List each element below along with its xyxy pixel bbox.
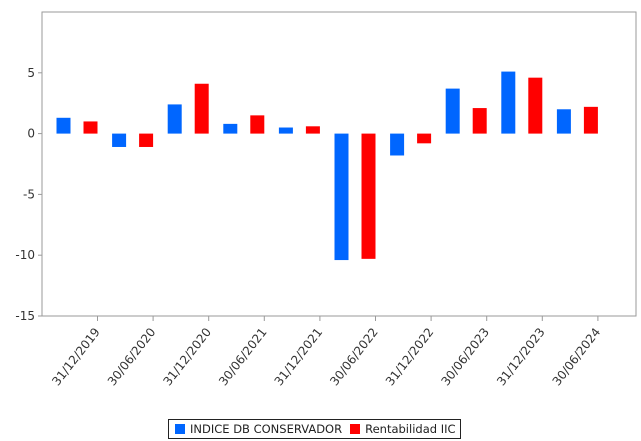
bar-series-1-30-06-2021 — [223, 123, 238, 134]
x-tick-label: 30/06/2024 — [550, 325, 604, 388]
bar-series-2-31-12-2023 — [528, 77, 543, 134]
bar-series-2-30-06-2022 — [361, 133, 376, 259]
bar-series-2-31-12-2020 — [194, 83, 209, 134]
x-tick-label: 30/06/2021 — [216, 325, 270, 388]
bar-series-2-30-06-2020 — [139, 133, 154, 147]
x-tick-label: 30/06/2022 — [327, 325, 381, 388]
x-tick-label: 31/12/2021 — [272, 325, 326, 388]
bar-series-1-30-06-2020 — [112, 133, 127, 147]
x-tick-label: 31/12/2019 — [49, 325, 103, 388]
bar-series-2-30-06-2021 — [250, 115, 265, 134]
bar-series-2-31-12-2019 — [83, 121, 98, 134]
y-tick-label: -15 — [15, 309, 35, 323]
y-axis: 5 0 -5 -10 -15 — [15, 66, 42, 323]
legend-item-series-1: INDICE DB CONSERVADOR — [175, 422, 342, 436]
y-tick-label: 5 — [27, 66, 35, 80]
legend-swatch-series-2 — [350, 424, 361, 434]
bar-series-2-31-12-2021 — [305, 126, 320, 134]
legend-label-series-2: Rentabilidad IIC — [365, 422, 456, 436]
bar-series-1-30-06-2024 — [556, 109, 571, 134]
legend-swatch-series-1 — [175, 424, 185, 434]
bar-series-1-30-06-2022 — [334, 133, 349, 261]
bars — [56, 71, 598, 261]
bar-series-1-31-12-2022 — [390, 133, 405, 156]
x-tick-label: 31/12/2022 — [383, 325, 437, 388]
bar-series-1-30-06-2023 — [445, 88, 460, 134]
legend: INDICE DB CONSERVADOR Rentabilidad IIC — [168, 419, 461, 439]
y-tick-label: 0 — [27, 127, 35, 141]
legend-label-series-1: INDICE DB CONSERVADOR — [190, 422, 343, 436]
bar-series-2-31-12-2022 — [417, 133, 432, 144]
x-tick-label: 30/06/2020 — [105, 325, 159, 388]
bar-series-1-31-12-2021 — [278, 127, 293, 134]
bar-series-2-30-06-2023 — [472, 108, 487, 134]
bar-series-1-31-12-2020 — [167, 104, 182, 134]
plot-border — [41, 11, 637, 317]
x-axis: 31/12/2019 30/06/2020 31/12/2020 30/06/2021… — [49, 316, 603, 388]
x-tick-label: 31/12/2020 — [160, 325, 214, 388]
x-tick-label: 31/12/2023 — [494, 325, 548, 388]
bar-series-1-31-12-2019 — [56, 117, 71, 134]
y-tick-label: -5 — [23, 187, 35, 201]
plot-frame — [41, 11, 637, 317]
y-tick-label: -10 — [15, 248, 35, 262]
legend-item-series-2: Rentabilidad IIC — [350, 422, 456, 436]
x-tick-label: 30/06/2023 — [438, 325, 492, 388]
bar-series-2-30-06-2024 — [583, 106, 598, 134]
bar-series-1-31-12-2023 — [501, 71, 516, 134]
